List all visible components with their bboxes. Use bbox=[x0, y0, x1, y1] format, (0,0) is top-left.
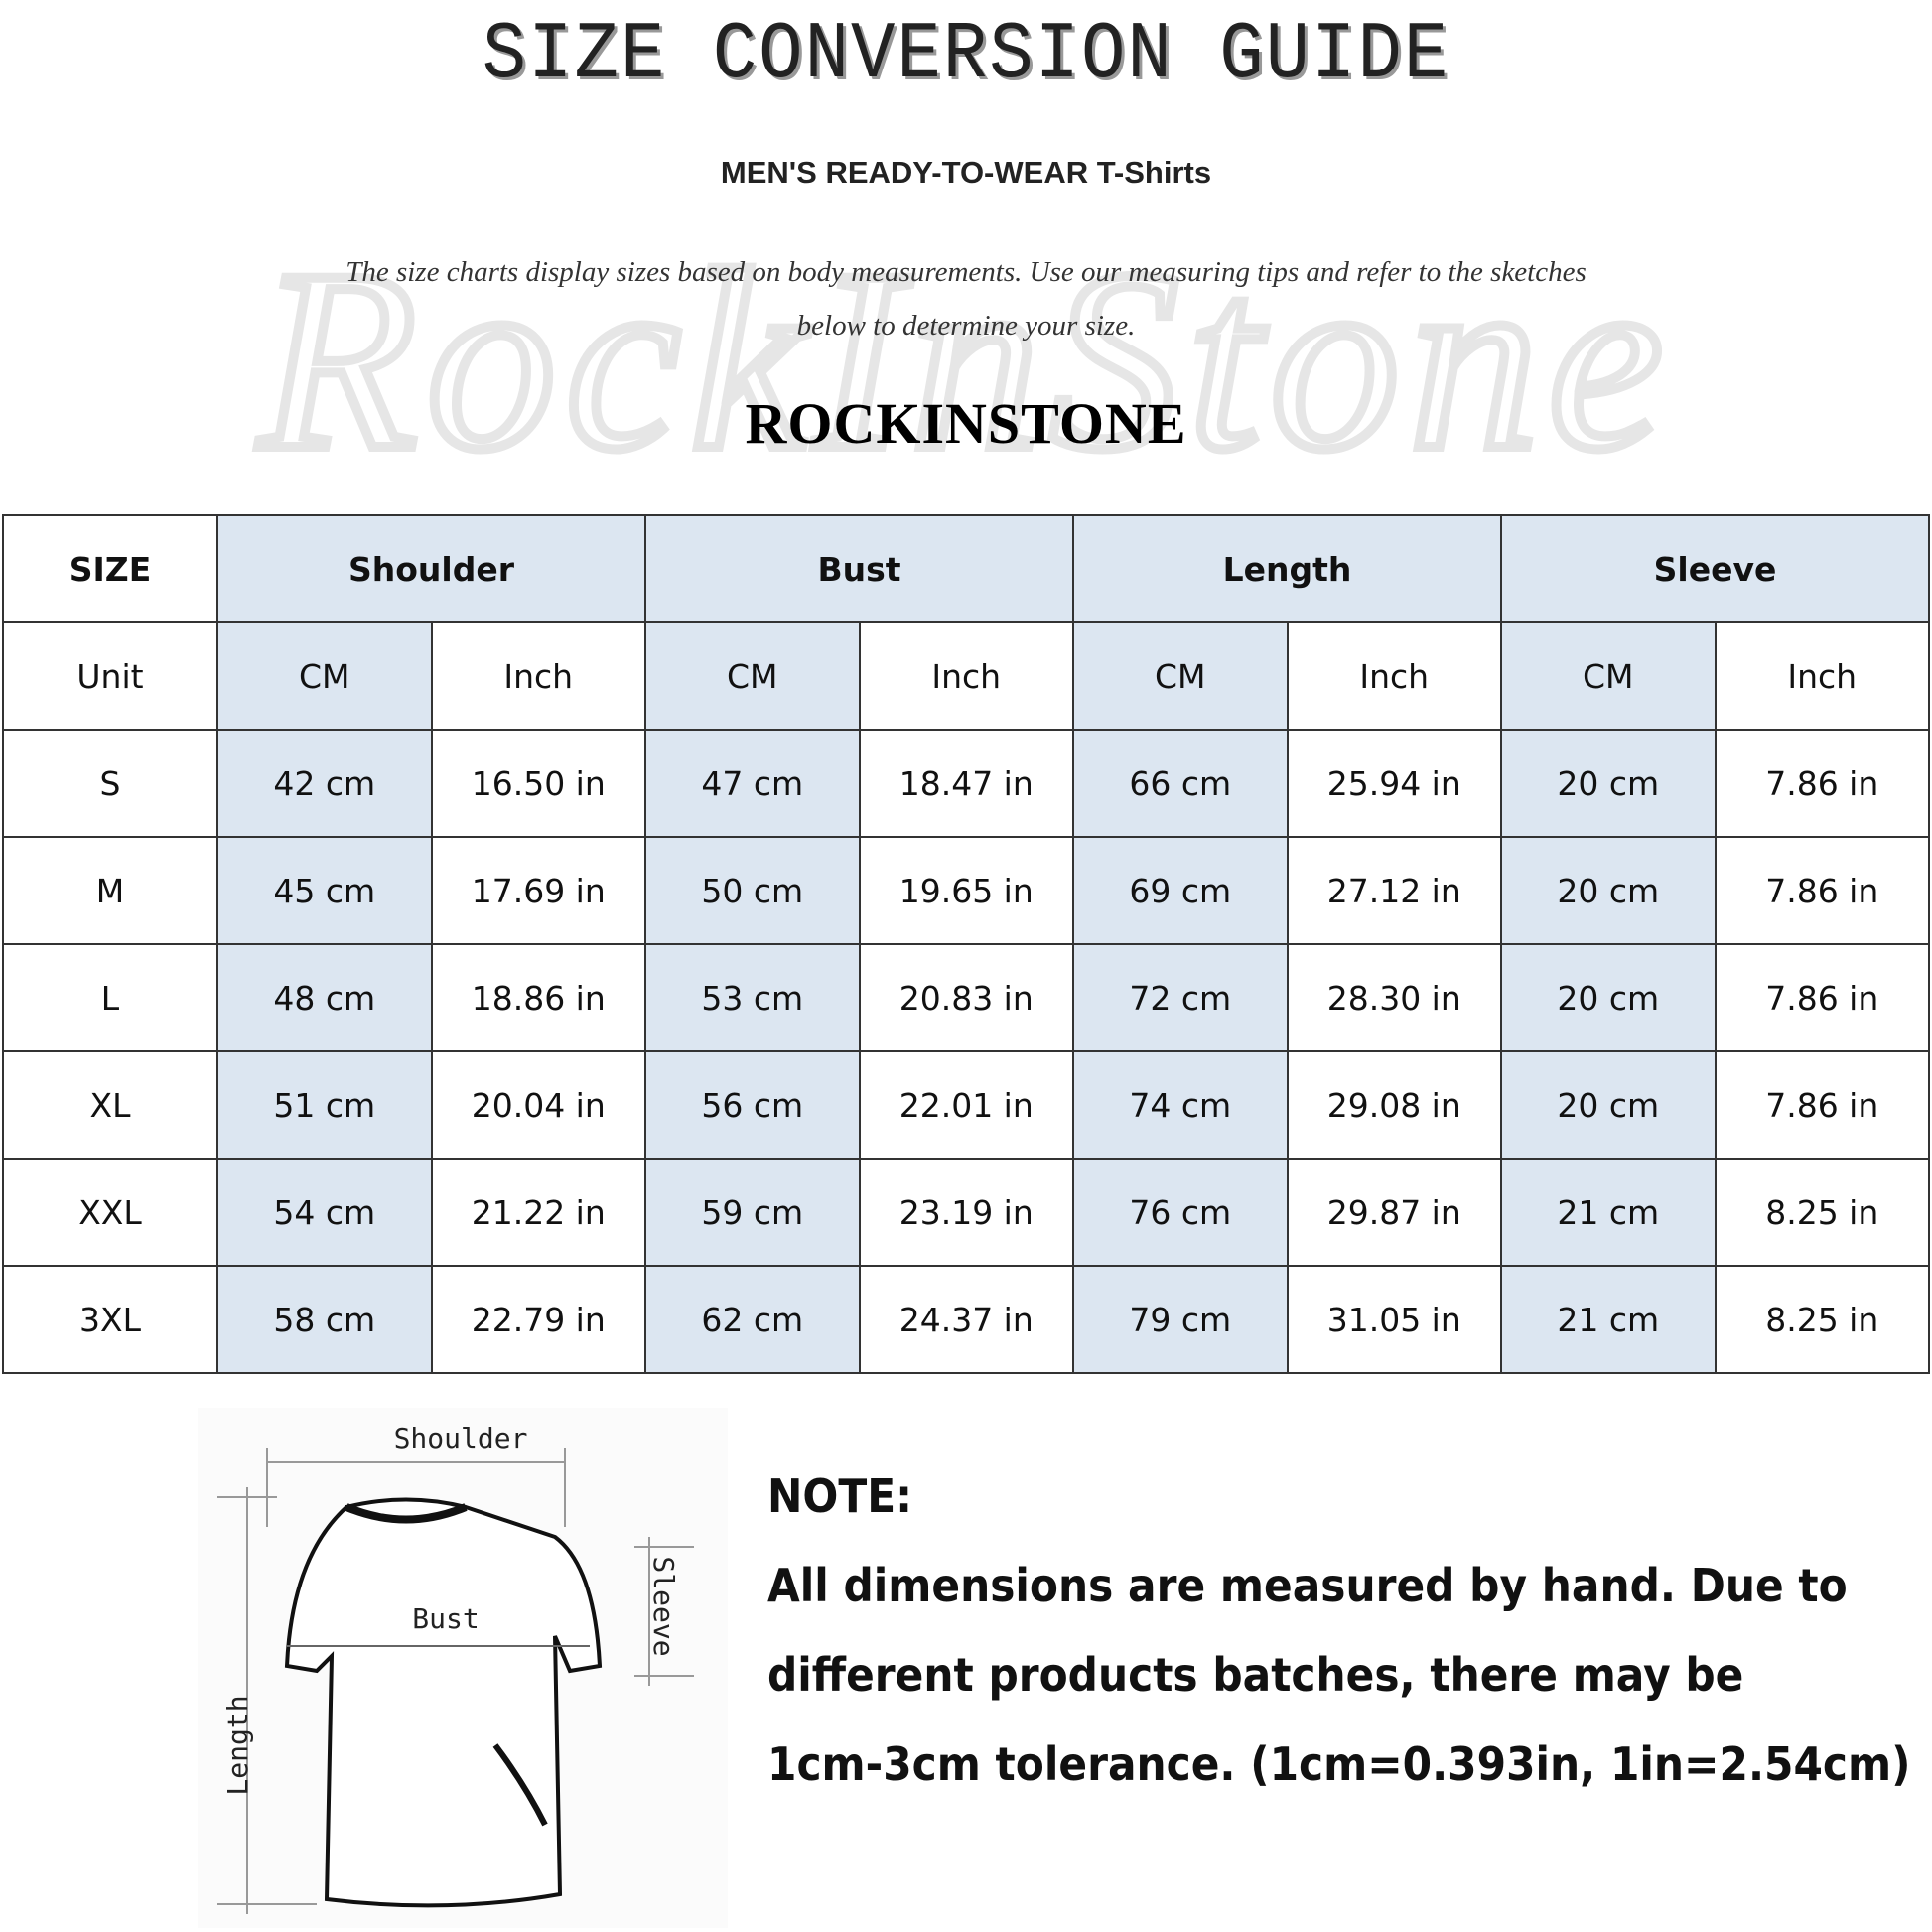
measurement-cell: 72 cm bbox=[1072, 943, 1289, 1052]
unit-header: Inch bbox=[1286, 621, 1502, 731]
measurement-cell: 58 cm bbox=[216, 1265, 433, 1374]
measurement-cell: 42 cm bbox=[216, 729, 433, 838]
measurement-cell: 7.86 in bbox=[1714, 943, 1930, 1052]
size-cell: XL bbox=[2, 1050, 218, 1160]
measurement-cell: 18.86 in bbox=[430, 943, 646, 1052]
shoulder-label: Shoulder bbox=[394, 1422, 528, 1454]
unit-header: Inch bbox=[858, 621, 1074, 731]
unit-header: CM bbox=[644, 621, 861, 731]
measurement-cell: 22.01 in bbox=[858, 1050, 1074, 1160]
header-row: SIZE Shoulder Bust Length Sleeve bbox=[2, 514, 1930, 623]
measurement-cell: 29.87 in bbox=[1286, 1158, 1502, 1267]
measurement-cell: 21 cm bbox=[1500, 1265, 1717, 1374]
group-header: Bust bbox=[644, 514, 1074, 623]
measurement-cell: 25.94 in bbox=[1286, 729, 1502, 838]
page-subtitle: MEN'S READY-TO-WEAR T-Shirts bbox=[720, 155, 1212, 190]
measurement-cell: 56 cm bbox=[644, 1050, 861, 1160]
measurement-cell: 20 cm bbox=[1500, 943, 1717, 1052]
note-line: 1cm-3cm tolerance. (1cm=0.393in, 1in=2.5… bbox=[767, 1737, 1911, 1791]
measurement-cell: 54 cm bbox=[216, 1158, 433, 1267]
unit-header: Inch bbox=[430, 621, 646, 731]
size-cell: 3XL bbox=[2, 1265, 218, 1374]
note-block: NOTE: All dimensions are measured by han… bbox=[767, 1451, 1910, 1809]
note-line: All dimensions are measured by hand. Due… bbox=[767, 1559, 1848, 1612]
measurement-cell: 31.05 in bbox=[1286, 1265, 1502, 1374]
measurement-cell: 20 cm bbox=[1500, 1050, 1717, 1160]
measurement-cell: 59 cm bbox=[644, 1158, 861, 1267]
table-row: S 42 cm 16.50 in 47 cm 18.47 in 66 cm 25.94 in… bbox=[2, 729, 1930, 838]
group-header: Sleeve bbox=[1500, 514, 1930, 623]
measurement-cell: 74 cm bbox=[1072, 1050, 1289, 1160]
note-heading: NOTE: bbox=[767, 1469, 913, 1523]
size-header: SIZE bbox=[2, 514, 218, 623]
size-cell: S bbox=[2, 729, 218, 838]
table-row: L 48 cm 18.86 in 53 cm 20.83 in 72 cm 28.30 in… bbox=[2, 943, 1930, 1052]
measurement-cell: 20.04 in bbox=[430, 1050, 646, 1160]
measurement-cell: 20.83 in bbox=[858, 943, 1074, 1052]
table-row: XL 51 cm 20.04 in 56 cm 22.01 in 74 cm 29.08 i… bbox=[2, 1050, 1930, 1160]
table-row: M 45 cm 17.69 in 50 cm 19.65 in 69 cm 27.12 in… bbox=[2, 836, 1930, 945]
measurement-cell: 20 cm bbox=[1500, 729, 1717, 838]
group-header: Shoulder bbox=[216, 514, 646, 623]
unit-header: Inch bbox=[1714, 621, 1930, 731]
measurement-cell: 8.25 in bbox=[1714, 1265, 1930, 1374]
measurement-cell: 28.30 in bbox=[1286, 943, 1502, 1052]
unit-header: CM bbox=[1500, 621, 1717, 731]
measurement-cell: 8.25 in bbox=[1714, 1158, 1930, 1267]
measurement-cell: 16.50 in bbox=[430, 729, 646, 838]
measurement-cell: 21.22 in bbox=[430, 1158, 646, 1267]
tshirt-sketch: Shoulder Bust Length Sleeve bbox=[198, 1408, 728, 1928]
group-header: Length bbox=[1072, 514, 1502, 623]
measurement-cell: 53 cm bbox=[644, 943, 861, 1052]
brand-name: ROCKINSTONE bbox=[745, 391, 1187, 456]
measurement-cell: 7.86 in bbox=[1714, 1050, 1930, 1160]
note-line: different products batches, there may be bbox=[767, 1648, 1744, 1702]
measurement-cell: 50 cm bbox=[644, 836, 861, 945]
table-row: XXL 54 cm 21.22 in 59 cm 23.19 in 76 cm 29.87 … bbox=[2, 1158, 1930, 1267]
sleeve-label: Sleeve bbox=[647, 1556, 680, 1656]
measurement-cell: 20 cm bbox=[1500, 836, 1717, 945]
measurement-cell: 76 cm bbox=[1072, 1158, 1289, 1267]
svg-text:RockInStone: RockInStone bbox=[255, 248, 1673, 486]
intro-text-line-1: The size charts display sizes based on b… bbox=[345, 256, 1587, 288]
measurement-cell: 7.86 in bbox=[1714, 729, 1930, 838]
measurement-cell: 51 cm bbox=[216, 1050, 433, 1160]
measurement-cell: 17.69 in bbox=[430, 836, 646, 945]
measurement-cell: 23.19 in bbox=[858, 1158, 1074, 1267]
table-row: 3XL 58 cm 22.79 in 62 cm 24.37 in 79 cm 31.05 … bbox=[2, 1265, 1930, 1374]
unit-row: Unit CM Inch CM Inch CM Inch CM Inch bbox=[2, 621, 1930, 731]
size-table: SIZE Shoulder Bust Length Sleeve Unit CM Inch CM… bbox=[2, 514, 1930, 1374]
measurement-cell: 45 cm bbox=[216, 836, 433, 945]
watermark-logo: RockInStone bbox=[250, 248, 1673, 486]
bust-label: Bust bbox=[412, 1602, 479, 1635]
measurement-cell: 62 cm bbox=[644, 1265, 861, 1374]
measurement-cell: 21 cm bbox=[1500, 1158, 1717, 1267]
measurement-cell: 27.12 in bbox=[1286, 836, 1502, 945]
measurement-cell: 19.65 in bbox=[858, 836, 1074, 945]
measurement-cell: 18.47 in bbox=[858, 729, 1074, 838]
unit-label: Unit bbox=[2, 621, 218, 731]
size-cell: XXL bbox=[2, 1158, 218, 1267]
unit-header: CM bbox=[1072, 621, 1289, 731]
measurement-cell: 24.37 in bbox=[858, 1265, 1074, 1374]
size-cell: M bbox=[2, 836, 218, 945]
measurement-cell: 69 cm bbox=[1072, 836, 1289, 945]
measurement-cell: 79 cm bbox=[1072, 1265, 1289, 1374]
page-title: SIZE CONVERSION GUIDE bbox=[482, 9, 1450, 102]
measurement-cell: 47 cm bbox=[644, 729, 861, 838]
length-label: Length bbox=[221, 1695, 254, 1795]
unit-header: CM bbox=[216, 621, 433, 731]
measurement-cell: 22.79 in bbox=[430, 1265, 646, 1374]
measurement-cell: 48 cm bbox=[216, 943, 433, 1052]
measurement-cell: 29.08 in bbox=[1286, 1050, 1502, 1160]
measurement-cell: 66 cm bbox=[1072, 729, 1289, 838]
measurement-cell: 7.86 in bbox=[1714, 836, 1930, 945]
size-cell: L bbox=[2, 943, 218, 1052]
intro-text-line-2: below to determine your size. bbox=[796, 310, 1136, 342]
